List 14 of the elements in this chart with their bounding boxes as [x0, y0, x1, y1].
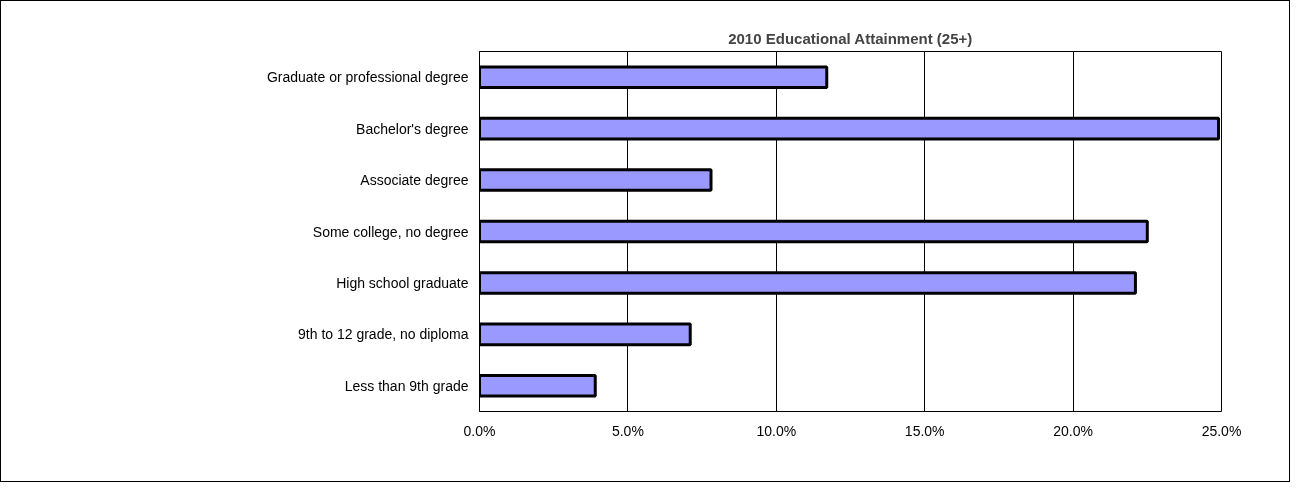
- y-tick-label: Graduate or professional degree: [266, 69, 469, 86]
- y-tick-label: Less than 9th grade: [344, 377, 469, 394]
- y-tick-label: Bachelor's degree: [356, 120, 469, 137]
- y-tick-label: Some college, no degree: [312, 223, 469, 240]
- chart-title: 2010 Educational Attainment (25+): [728, 29, 973, 47]
- y-tick-label: High school graduate: [336, 274, 469, 291]
- x-tick-label: 10.0%: [756, 422, 797, 439]
- x-tick-label: 25.0%: [1201, 422, 1242, 439]
- x-tick-label: 15.0%: [904, 422, 945, 439]
- y-tick-label: Associate degree: [360, 172, 469, 189]
- y-tick-label: 9th to 12 grade, no diploma: [298, 326, 469, 343]
- x-tick-label: 20.0%: [1053, 422, 1093, 439]
- x-tick-label: 0.0%: [463, 422, 496, 439]
- x-tick-label: 5.0%: [611, 422, 644, 439]
